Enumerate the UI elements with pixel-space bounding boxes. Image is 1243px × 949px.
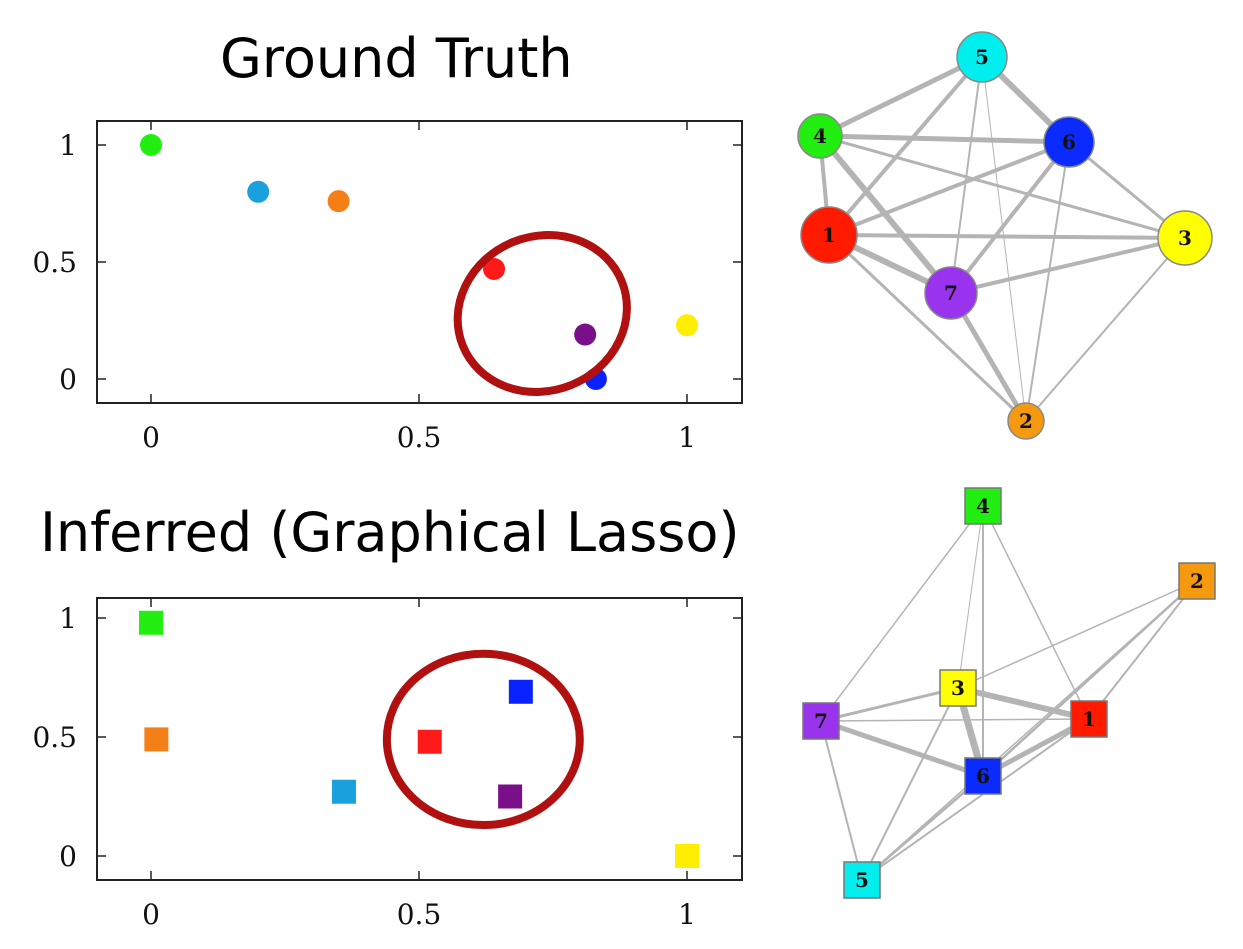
graph-node: [797, 113, 843, 159]
graph-edge: [981, 56, 1027, 422]
x-tick-label: 1: [678, 421, 696, 454]
graph-node: [1007, 402, 1045, 440]
graph-node-label: 1: [822, 223, 836, 247]
graph-edge: [818, 718, 986, 779]
graph-edge: [820, 505, 984, 722]
graph-node: [843, 861, 881, 899]
graph-node-label: 2: [1019, 409, 1033, 433]
data-point: [574, 323, 597, 346]
graph-edge: [957, 580, 1198, 689]
graph-node-label: 3: [951, 676, 965, 700]
graph-node-label: 4: [813, 124, 827, 148]
y-tick-label: 1: [59, 602, 77, 635]
graph-edge: [1025, 141, 1070, 422]
graph-node-label: 6: [1062, 130, 1076, 154]
graph-edge: [955, 685, 1092, 722]
y-tick-label: 0: [59, 840, 77, 873]
data-point: [675, 844, 699, 868]
y-tick-label: 0.5: [32, 721, 77, 754]
plot-frame: [96, 120, 743, 404]
graph-node: [964, 757, 1002, 795]
graph-node: [800, 206, 858, 264]
graph-node: [956, 31, 1008, 83]
graph-edge: [817, 54, 985, 139]
graph-node: [802, 702, 840, 740]
graph-edge: [827, 140, 1071, 237]
data-point: [331, 779, 356, 804]
x-tick-label: 0.5: [397, 421, 442, 454]
graph-node: [1043, 116, 1095, 168]
graph-edge: [949, 236, 1187, 295]
graph-edge: [949, 140, 1071, 295]
cluster-highlight-ellipse: [453, 231, 631, 396]
graph-edge: [861, 580, 1198, 881]
graph-node-label: 3: [1178, 226, 1192, 250]
graph-edge: [818, 134, 1187, 240]
graph-node-label: 2: [1190, 569, 1204, 593]
inferred-title: Inferred (Graphical Lasso): [40, 501, 740, 564]
data-point: [247, 180, 270, 203]
graph-edge: [827, 55, 984, 237]
graph-edge: [957, 505, 984, 689]
inferred-network-graph: 4 2 3 7 1 6 5: [802, 487, 1216, 899]
data-point: [417, 729, 442, 754]
graph-node-label: 5: [855, 868, 869, 892]
graph-edge: [1025, 237, 1186, 422]
graph-node-label: 1: [1082, 707, 1096, 731]
y-tick-label: 0.5: [32, 246, 77, 279]
graph-edge: [982, 505, 1090, 720]
graph-edge: [861, 718, 1090, 881]
x-tick-label: 0.5: [397, 898, 442, 931]
ground-truth-scatter-plot: 0 0.5 1 0 0.5 1: [32, 120, 743, 454]
graph-edge: [827, 233, 1187, 240]
data-point: [144, 727, 169, 752]
graph-edge: [820, 720, 863, 881]
data-point: [498, 784, 523, 809]
y-tick-label: 1: [59, 129, 77, 162]
ground-truth-network-graph: 1 2 3 4 5 6 7: [797, 31, 1213, 440]
graph-node: [1178, 562, 1216, 600]
x-tick-label: 1: [678, 898, 696, 931]
graph-edge: [820, 718, 1090, 722]
graph-node-label: 5: [975, 45, 989, 69]
graph-edge: [827, 233, 1028, 423]
data-point: [508, 679, 533, 704]
graph-node: [1070, 700, 1108, 738]
data-point: [483, 258, 506, 281]
x-tick-label: 0: [142, 898, 160, 931]
ground-truth-title: Ground Truth: [220, 27, 573, 90]
graph-node: [1157, 210, 1213, 266]
graph-edge: [817, 133, 1072, 145]
graph-node-label: 4: [976, 494, 990, 518]
graph-node: [924, 266, 978, 320]
cluster-highlight-ellipse: [382, 649, 584, 830]
data-point: [140, 134, 162, 156]
graph-edge: [1088, 580, 1198, 720]
data-point: [139, 610, 163, 635]
graph-edge: [860, 774, 985, 882]
graph-node-label: 7: [944, 281, 958, 305]
inferred-scatter-plot: 0 0.5 1 0 0.5 1: [32, 597, 743, 931]
graph-edge: [819, 686, 960, 723]
graph-node-label: 7: [814, 709, 828, 733]
graph-edge: [861, 687, 959, 881]
graph-node: [939, 669, 977, 707]
graph-node: [964, 487, 1002, 525]
graph-edge: [950, 56, 983, 294]
data-point: [676, 314, 698, 337]
x-tick-label: 0: [142, 421, 160, 454]
y-tick-label: 0: [59, 363, 77, 396]
graph-node-label: 6: [976, 764, 990, 788]
data-point: [327, 190, 350, 213]
